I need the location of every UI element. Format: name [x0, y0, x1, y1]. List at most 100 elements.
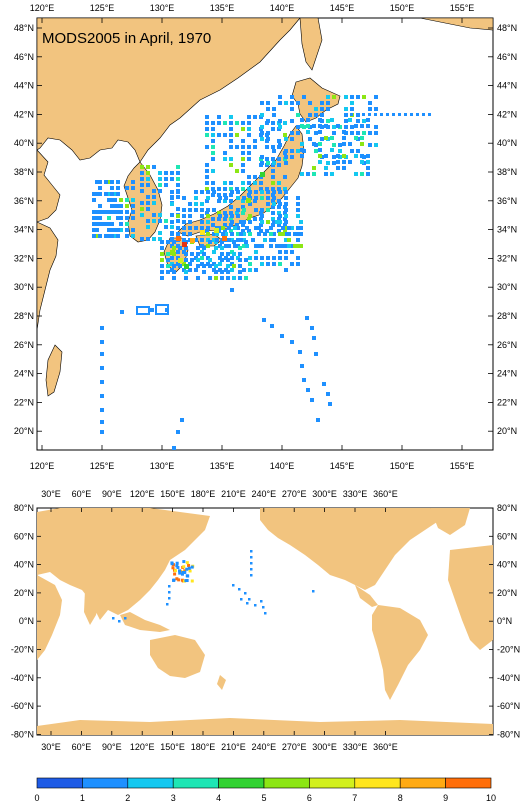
observation-point: [125, 216, 129, 220]
observation-point: [221, 226, 225, 230]
observation-point: [259, 217, 263, 221]
observation-point: [170, 220, 174, 224]
observation-point: [328, 402, 332, 406]
observation-point: [259, 181, 263, 185]
observation-point: [229, 217, 233, 221]
observation-point: [277, 181, 281, 185]
observation-point: [104, 192, 108, 196]
observation-point: [158, 213, 162, 217]
bottom-map-x-label: 120°E: [130, 489, 155, 499]
observation-point: [324, 154, 328, 158]
observation-point: [290, 119, 294, 123]
top-map-y-label: 32°N: [497, 253, 517, 263]
observation-point: [277, 229, 281, 233]
observation-point: [265, 229, 269, 233]
observation-point: [253, 217, 257, 221]
observation-point: [185, 567, 189, 571]
observation-point: [350, 113, 353, 116]
observation-point: [152, 219, 156, 223]
observation-point: [277, 139, 281, 143]
top-map-y-label: 22°N: [14, 397, 34, 407]
observation-point: [278, 125, 282, 129]
observation-point: [205, 181, 209, 185]
observation-point: [260, 172, 265, 177]
observation-point: [223, 187, 227, 191]
observation-point: [246, 198, 251, 203]
observation-point: [235, 133, 239, 137]
observation-point: [374, 113, 377, 116]
observation-point: [250, 556, 253, 559]
observation-point: [320, 113, 324, 117]
observation-point: [242, 196, 246, 200]
observation-point: [296, 226, 300, 230]
observation-point: [160, 240, 164, 244]
observation-point: [206, 196, 210, 200]
observation-point: [330, 172, 334, 176]
new-zealand: [217, 675, 226, 690]
observation-point: [188, 202, 192, 206]
colorbar-swatch: [445, 777, 492, 789]
observation-point: [305, 316, 309, 320]
observation-point: [140, 171, 144, 175]
observation-point: [272, 196, 276, 200]
observation-point: [348, 142, 352, 146]
observation-point: [254, 196, 258, 200]
observation-point: [326, 107, 330, 111]
north-america: [260, 508, 440, 590]
observation-point: [176, 183, 180, 187]
observation-point: [266, 137, 270, 141]
observation-point: [211, 139, 215, 143]
observation-point: [374, 143, 378, 147]
observation-point: [306, 124, 310, 128]
observation-point: [250, 568, 253, 571]
top-map-y-labels-left: 48°N 46°N 44°N 42°N 40°N 38°N 36°N 34°N 32°N 30°N…: [14, 23, 34, 436]
observation-point: [302, 378, 306, 382]
observation-point: [254, 244, 258, 248]
observation-point: [100, 380, 104, 384]
observation-point: [312, 172, 316, 176]
observation-point: [250, 574, 253, 577]
observation-point: [211, 217, 215, 221]
observation-point: [308, 113, 312, 117]
observation-point: [230, 214, 234, 218]
observation-point: [332, 155, 336, 159]
observation-point: [283, 205, 287, 209]
observation-point: [283, 211, 287, 215]
observation-point: [205, 163, 209, 167]
observation-point: [170, 250, 175, 255]
observation-point: [205, 145, 209, 149]
observation-point: [283, 223, 287, 227]
observation-point: [314, 113, 318, 117]
observation-point: [312, 590, 315, 593]
observation-point: [205, 121, 209, 125]
observation-point: [202, 246, 206, 250]
observation-point: [278, 190, 282, 194]
observation-point: [247, 151, 251, 155]
bottom-map-y-label: -20°N: [497, 645, 520, 655]
observation-point: [314, 107, 318, 111]
observation-point: [260, 131, 264, 135]
observation-point: [284, 232, 288, 236]
observation-point: [223, 199, 227, 203]
observation-point: [272, 256, 276, 260]
observation-point: [326, 161, 330, 165]
observation-point: [202, 264, 206, 268]
observation-point: [272, 202, 276, 206]
observation-point: [360, 136, 364, 140]
observation-point: [200, 226, 204, 230]
observation-point: [188, 208, 192, 212]
observation-point: [211, 151, 215, 155]
observation-point: [368, 143, 372, 147]
observation-point: [271, 205, 275, 209]
bottom-map-y-label: -40°N: [497, 673, 520, 683]
observation-point: [206, 190, 210, 194]
observation-point: [272, 190, 276, 194]
bottom-observation-points: [112, 550, 315, 623]
observation-point: [272, 220, 276, 224]
observation-point: [232, 264, 236, 268]
observation-point: [223, 223, 227, 227]
bottom-map-x-label: 300°E: [312, 489, 337, 499]
observation-point: [259, 187, 263, 191]
observation-point: [104, 210, 108, 214]
observation-point: [140, 189, 144, 193]
